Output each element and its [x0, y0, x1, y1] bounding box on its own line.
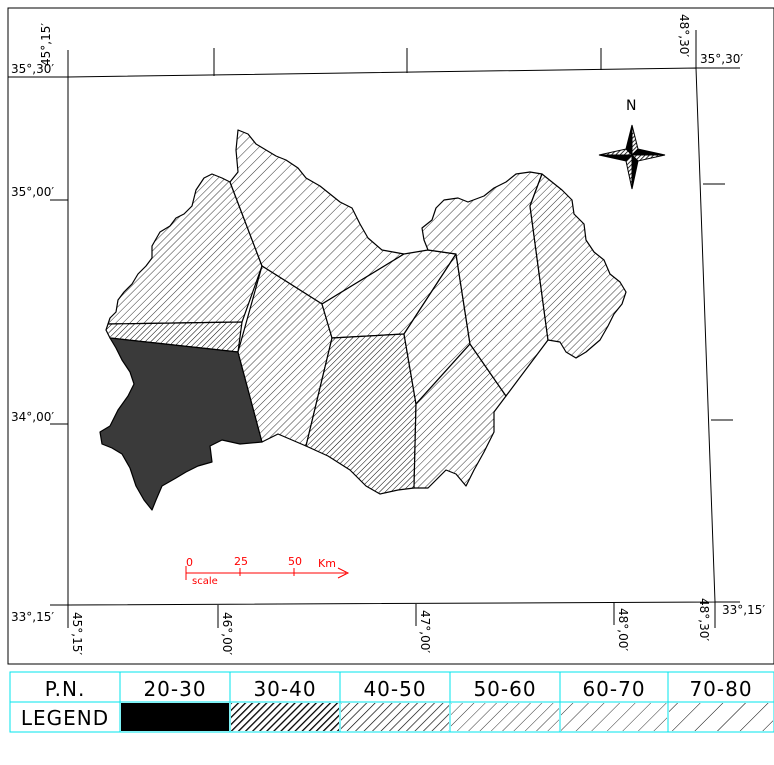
legend-class-70-80: 70-80: [689, 677, 752, 701]
legend-class-20-30: 20-30: [143, 677, 206, 701]
lon-label-4800-bottom: 48°,00′: [616, 608, 630, 651]
legend-swatch-50-60: [451, 703, 559, 731]
lat-label-bottom-right: 33°,15′: [722, 603, 765, 617]
scale-tick-50: 50: [288, 555, 302, 568]
lat-label-3400: 34°,00′: [11, 410, 54, 424]
lon-label-top-left: 45°,15′: [39, 23, 53, 66]
scale-tick-0: 0: [186, 556, 193, 569]
lat-label-bottom-left: 33°,15′: [11, 610, 54, 624]
region-far-east: [529, 173, 627, 359]
legend-swatch-70-80: [669, 703, 773, 731]
legend-class-50-60: 50-60: [473, 677, 536, 701]
lon-label-top-right: 48°,30′: [677, 14, 691, 57]
lat-label-3530: 35°,30′: [11, 62, 54, 76]
graticule-ticks: [8, 30, 740, 628]
region-southwest: [99, 337, 263, 511]
legend-swatch-40-50: [341, 703, 449, 731]
lat-label-top-right: 35°,30′: [700, 52, 743, 66]
legend-class-40-50: 40-50: [363, 677, 426, 701]
legend-table: P.N. LEGEND 20-30 30-40 40-50 50-60 60-7…: [9, 671, 774, 733]
legend-header-label: P.N.: [45, 677, 86, 701]
legend-swatch-20-30: [121, 703, 229, 731]
lat-label-3500: 35°,00′: [11, 185, 54, 199]
legend-class-60-70: 60-70: [582, 677, 645, 701]
north-label: N: [626, 98, 636, 114]
legend-class-30-40: 30-40: [253, 677, 316, 701]
region-north-central: [229, 129, 405, 305]
lon-label-4600-bottom: 46°,00′: [220, 612, 234, 655]
scale-bar: [185, 566, 350, 580]
legend-swatch-60-70: [561, 703, 667, 731]
outer-frame: [7, 7, 774, 665]
scale-unit: Km: [318, 557, 336, 570]
region-polygons: [99, 129, 627, 511]
legend-row-label: LEGEND: [21, 706, 109, 730]
scale-caption: scale: [192, 576, 218, 587]
legend-swatch-30-40: [231, 703, 339, 731]
scale-tick-25: 25: [234, 555, 248, 568]
lon-label-4700-bottom: 47°,00′: [418, 610, 432, 653]
north-arrow-icon: [598, 124, 666, 190]
lon-label-4830-bottom: 48°,30′: [697, 598, 711, 641]
region-northwest: [107, 173, 263, 325]
lon-label-4515-bottom: 45°,15′: [70, 612, 84, 655]
